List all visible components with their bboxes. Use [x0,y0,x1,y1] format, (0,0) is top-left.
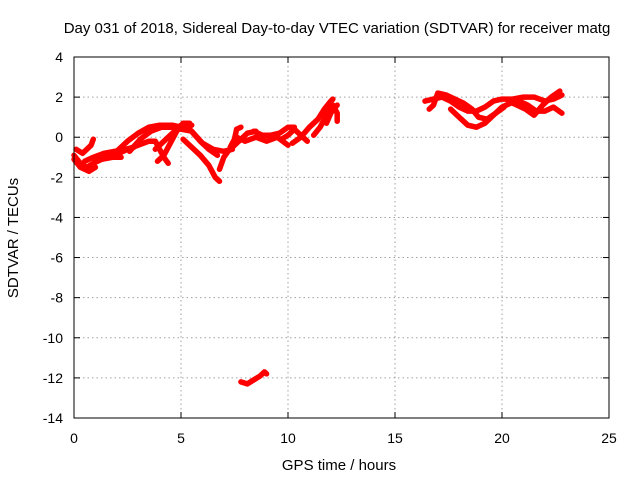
y-tick-label: -10 [43,330,63,346]
x-tick-label: 20 [494,430,510,446]
x-axis-label: GPS time / hours [282,457,396,474]
y-tick-label: 2 [55,89,63,105]
data-layer [71,88,565,387]
data-track-16 [289,96,336,146]
x-tick-label: 10 [280,430,296,446]
data-track-6 [126,124,184,155]
y-tick-label: 4 [55,49,63,65]
data-track-9 [180,136,223,185]
data-track-23 [238,369,270,387]
data-track-12 [227,124,244,151]
y-tick-label: -8 [51,290,64,306]
data-track-2 [73,136,97,157]
x-tick-label: 15 [387,430,403,446]
y-tick-label: -4 [51,209,64,225]
plot-frame [73,56,610,419]
data-track-19 [422,92,565,114]
y-tick-label: -12 [43,370,63,386]
data-track-22 [505,88,563,118]
data-track-21 [447,98,565,130]
data-track-1 [71,156,99,175]
chart-title: Day 031 of 2018, Sidereal Day-to-day VTE… [64,20,611,37]
y-tick-label: -2 [51,169,64,185]
y-tick-label: 0 [55,129,63,145]
data-track-11 [216,128,259,173]
tick-layer [73,56,610,419]
y-tick-label: -14 [43,410,63,426]
data-track-14 [251,124,298,138]
x-tick-label: 5 [177,430,185,446]
x-tick-label: 0 [70,430,78,446]
grid [74,57,609,418]
y-axis-label: SDTVAR / TECUs [5,178,22,298]
data-track-8 [154,120,193,165]
x-tick-label: 25 [601,430,617,446]
data-track-18 [323,102,340,126]
y-tick-label: -6 [51,250,64,266]
